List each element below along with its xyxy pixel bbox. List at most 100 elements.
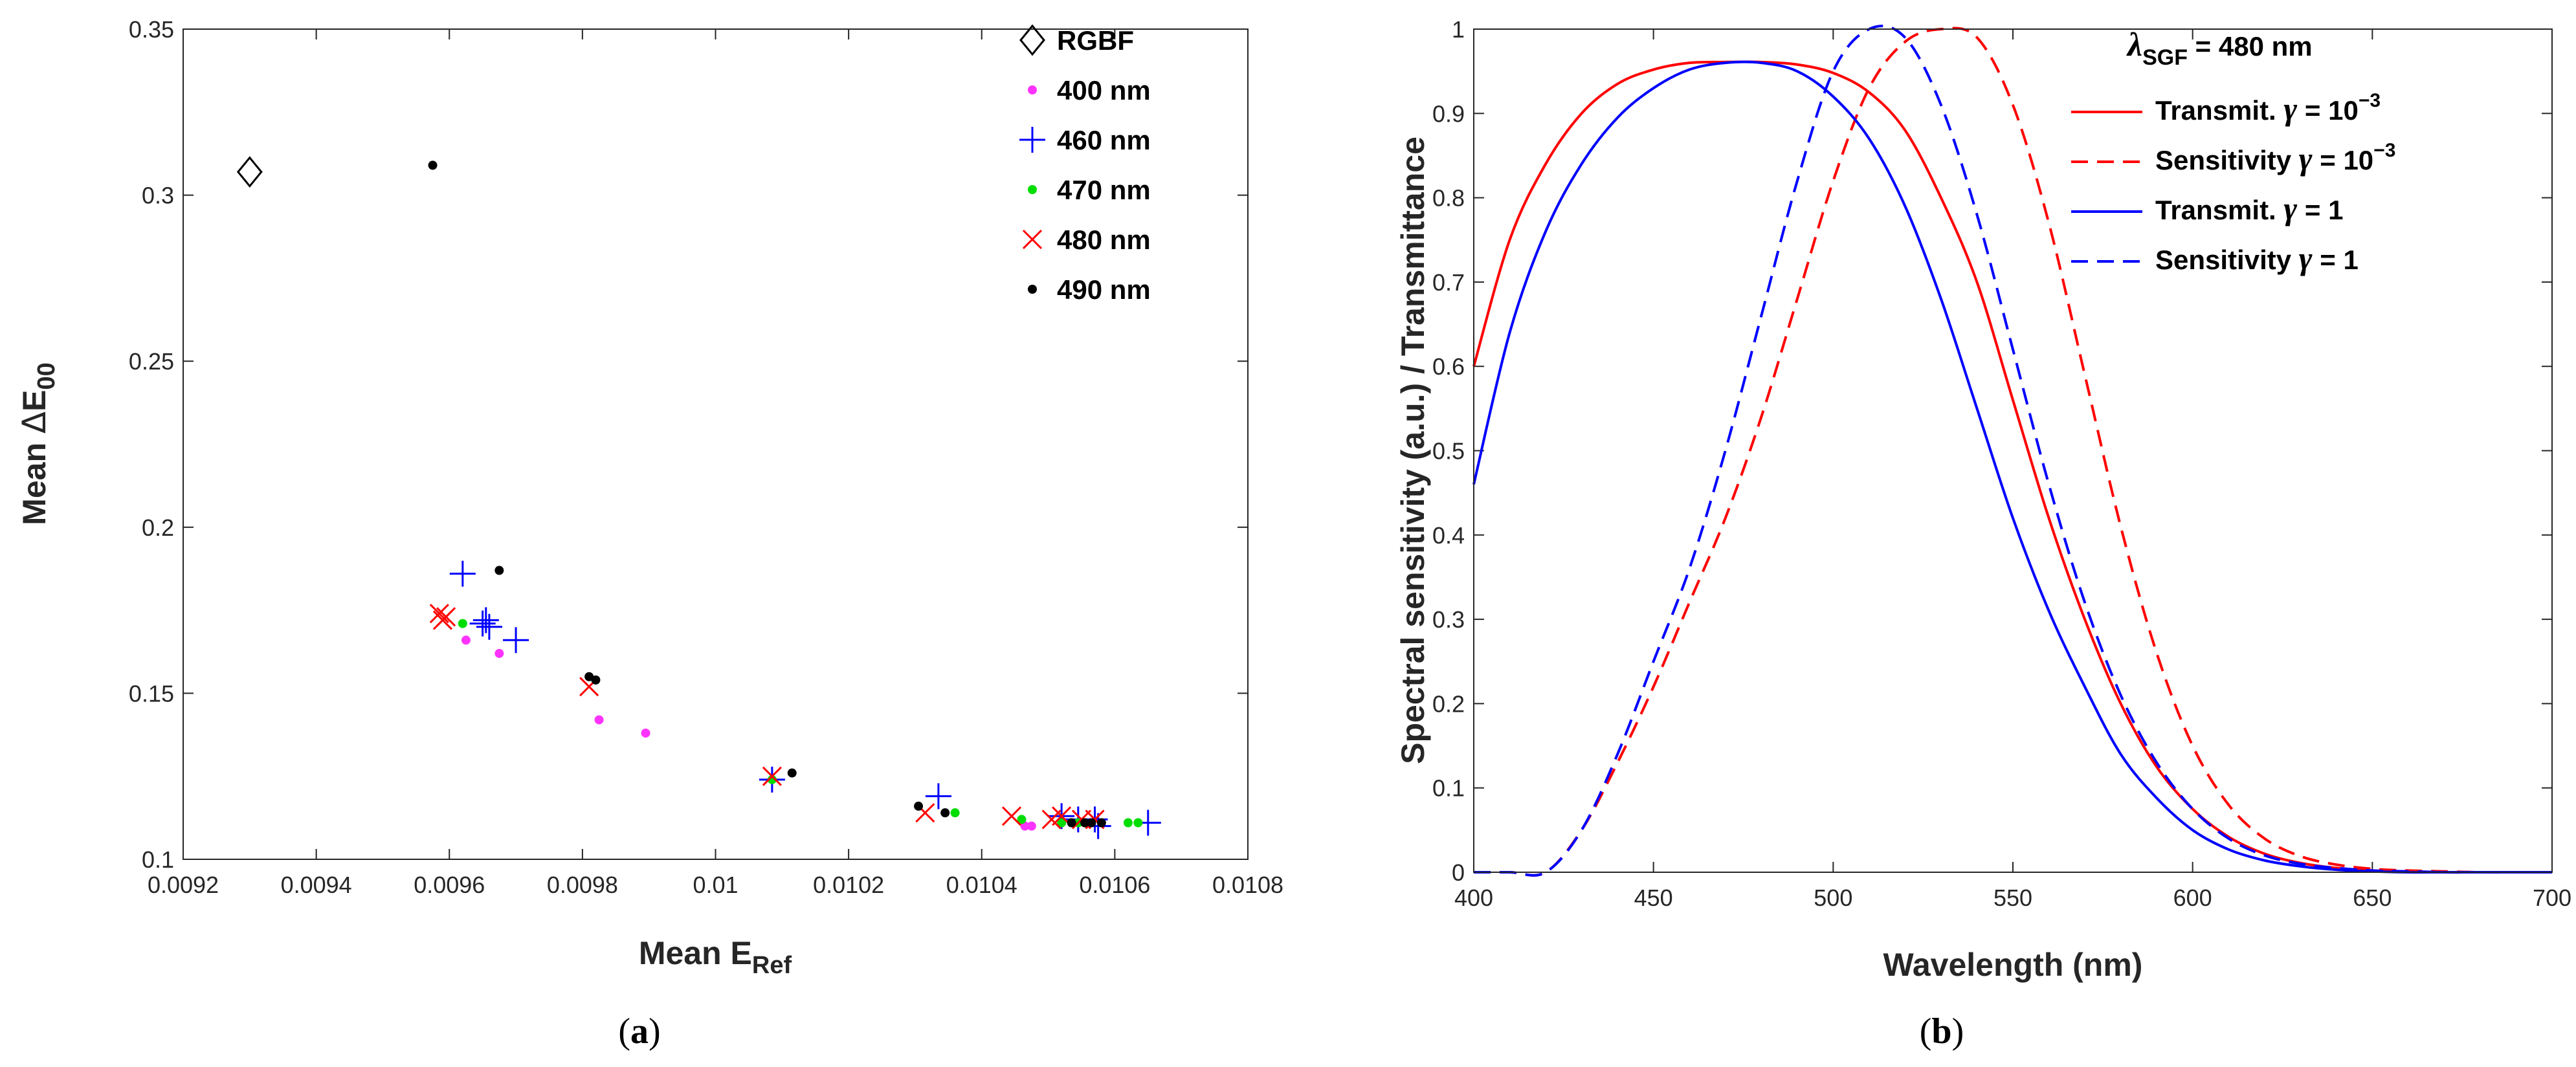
a-point-400-nm xyxy=(641,728,650,738)
a-legend-marker xyxy=(1022,229,1043,250)
panel-a-points xyxy=(236,156,1161,839)
b-ytick-label: 0.7 xyxy=(1432,269,1465,296)
a-xtick-label: 0.01 xyxy=(693,872,738,898)
b-series-line-0 xyxy=(1472,60,2552,874)
a-xtick-label: 0.0104 xyxy=(946,872,1017,898)
a-ytick-label: 0.1 xyxy=(142,846,174,873)
a-point-470-nm xyxy=(1133,818,1143,828)
a-point-460-nm xyxy=(469,610,496,637)
a-legend-marker xyxy=(1028,185,1037,194)
b-legend-label: Transmit. γ = 1 xyxy=(2155,190,2343,226)
a-point-490-nm xyxy=(940,808,950,818)
b-ytick-label: 0.5 xyxy=(1432,438,1465,465)
a-point-470-nm xyxy=(1057,818,1067,828)
a-point-480-nm xyxy=(436,607,456,627)
b-xtick-label: 500 xyxy=(1814,885,1852,911)
a-point-480-nm xyxy=(762,766,782,786)
b-ytick-label: 0.1 xyxy=(1432,775,1465,802)
panel-a-xlabel: Mean ERef xyxy=(639,935,792,979)
a-point-490-nm xyxy=(787,768,797,778)
b-ytick-label: 0.9 xyxy=(1432,100,1465,127)
b-series-line-2 xyxy=(1472,60,2552,874)
b-legend-label: Sensitivity γ = 1 xyxy=(2155,240,2359,276)
panel-b-lambda-annotation: λSGF = 480 nm xyxy=(2126,27,2313,70)
panel-b-ticks: 400 450 500 550 600 650 700 0 0.1 0.2 0.3 0.4 0.5 0.6… xyxy=(1432,16,2571,911)
b-xtick-label: 700 xyxy=(2533,885,2571,911)
a-ytick-label: 0.35 xyxy=(129,16,174,43)
b-legend-label: Sensitivity γ = 10−3 xyxy=(2155,140,2395,177)
a-point-490-nm xyxy=(1087,818,1096,828)
a-point-460-nm xyxy=(503,627,529,654)
b-xtick-label: 650 xyxy=(2353,885,2392,911)
panel-b-ylabel: Spectral sensitivity (a.u.) / Transmitta… xyxy=(1395,137,1431,764)
a-xtick-label: 0.0092 xyxy=(148,872,219,898)
a-point-470-nm xyxy=(950,808,960,818)
a-xtick-label: 0.0106 xyxy=(1079,872,1150,898)
panel-a-caption: (a) xyxy=(618,1011,660,1051)
b-series-line-1 xyxy=(1473,27,2552,877)
panel-b-axes-box xyxy=(1473,28,2553,873)
b-ytick-label: 0.3 xyxy=(1432,606,1465,633)
a-xtick-label: 0.0096 xyxy=(414,872,485,898)
a-xtick-label: 0.0098 xyxy=(547,872,618,898)
a-point-480-nm xyxy=(429,604,449,624)
a-point-470-nm xyxy=(1123,818,1133,828)
panel-a-scatter: 0.0092 0.0094 0.0096 0.0098 0.01 0.0102 0.0104… xyxy=(16,16,1283,1051)
a-ytick-label: 0.3 xyxy=(142,182,174,209)
panel-a-ylabel: Mean ΔE00 xyxy=(16,362,60,525)
a-point-470-nm xyxy=(458,619,467,628)
a-point-490-nm xyxy=(494,566,504,575)
a-legend-label: RGBF xyxy=(1057,25,1134,56)
a-point-rgbf xyxy=(236,156,263,188)
b-legend-label: Transmit. γ = 10−3 xyxy=(2155,90,2381,127)
a-xtick-label: 0.0108 xyxy=(1212,872,1283,898)
a-point-490-nm xyxy=(1096,818,1106,828)
a-ytick-label: 0.25 xyxy=(129,348,174,375)
a-point-490-nm xyxy=(914,801,924,811)
a-point-480-nm xyxy=(1001,806,1022,826)
b-xtick-label: 550 xyxy=(1993,885,2032,911)
a-legend-label: 490 nm xyxy=(1057,274,1151,305)
a-point-400-nm xyxy=(461,635,471,645)
a-point-460-nm xyxy=(476,613,502,640)
panel-a-legend: RGBF 400 nm 460 nm 470 nm 480 nm 490 nm xyxy=(1019,24,1151,305)
panel-b-lines-group xyxy=(1472,25,2552,877)
panel-b-caption: (b) xyxy=(1920,1011,1964,1051)
a-xtick-label: 0.0102 xyxy=(813,872,884,898)
a-legend-label: 460 nm xyxy=(1057,125,1151,155)
a-point-400-nm xyxy=(494,648,504,658)
a-point-490-nm xyxy=(591,675,601,685)
a-legend-marker xyxy=(1028,285,1037,294)
b-xtick-label: 450 xyxy=(1634,885,1673,911)
b-ytick-label: 1 xyxy=(1452,16,1465,43)
a-legend-label: 480 nm xyxy=(1057,225,1151,255)
panel-b-lines: 400 450 500 550 600 650 700 0 0.1 0.2 0.3 0.4 0.5 0.6… xyxy=(1395,16,2571,1051)
panel-b-legend: Transmit. γ = 10−3 Sensitivity γ = 10−3 Tr… xyxy=(2071,90,2395,276)
panel-b-xlabel: Wavelength (nm) xyxy=(1883,947,2143,983)
a-ytick-label: 0.2 xyxy=(142,514,174,541)
b-ytick-label: 0.2 xyxy=(1432,690,1465,717)
a-point-400-nm xyxy=(1027,821,1036,831)
a-point-460-nm xyxy=(472,607,499,633)
a-legend-marker xyxy=(1019,24,1045,56)
a-legend-marker xyxy=(1028,85,1037,94)
panel-a-axes-box xyxy=(183,28,1249,860)
a-point-460-nm xyxy=(449,560,476,587)
a-legend-marker xyxy=(1019,127,1045,153)
b-ytick-label: 0.8 xyxy=(1432,185,1465,212)
b-ytick-label: 0.4 xyxy=(1432,522,1465,549)
a-legend-label: 400 nm xyxy=(1057,75,1151,105)
a-point-460-nm xyxy=(925,783,951,809)
a-point-470-nm xyxy=(1017,815,1027,824)
a-legend-label: 470 nm xyxy=(1057,175,1151,205)
b-series-line-3 xyxy=(1473,25,2552,877)
b-ytick-label: 0 xyxy=(1452,859,1465,886)
a-point-490-nm xyxy=(1067,818,1076,828)
a-point-490-nm xyxy=(428,160,438,170)
a-ytick-label: 0.15 xyxy=(129,680,174,707)
b-xtick-label: 400 xyxy=(1454,885,1493,911)
a-xtick-label: 0.0094 xyxy=(281,872,352,898)
a-point-400-nm xyxy=(594,715,604,725)
b-ytick-label: 0.6 xyxy=(1432,353,1465,380)
